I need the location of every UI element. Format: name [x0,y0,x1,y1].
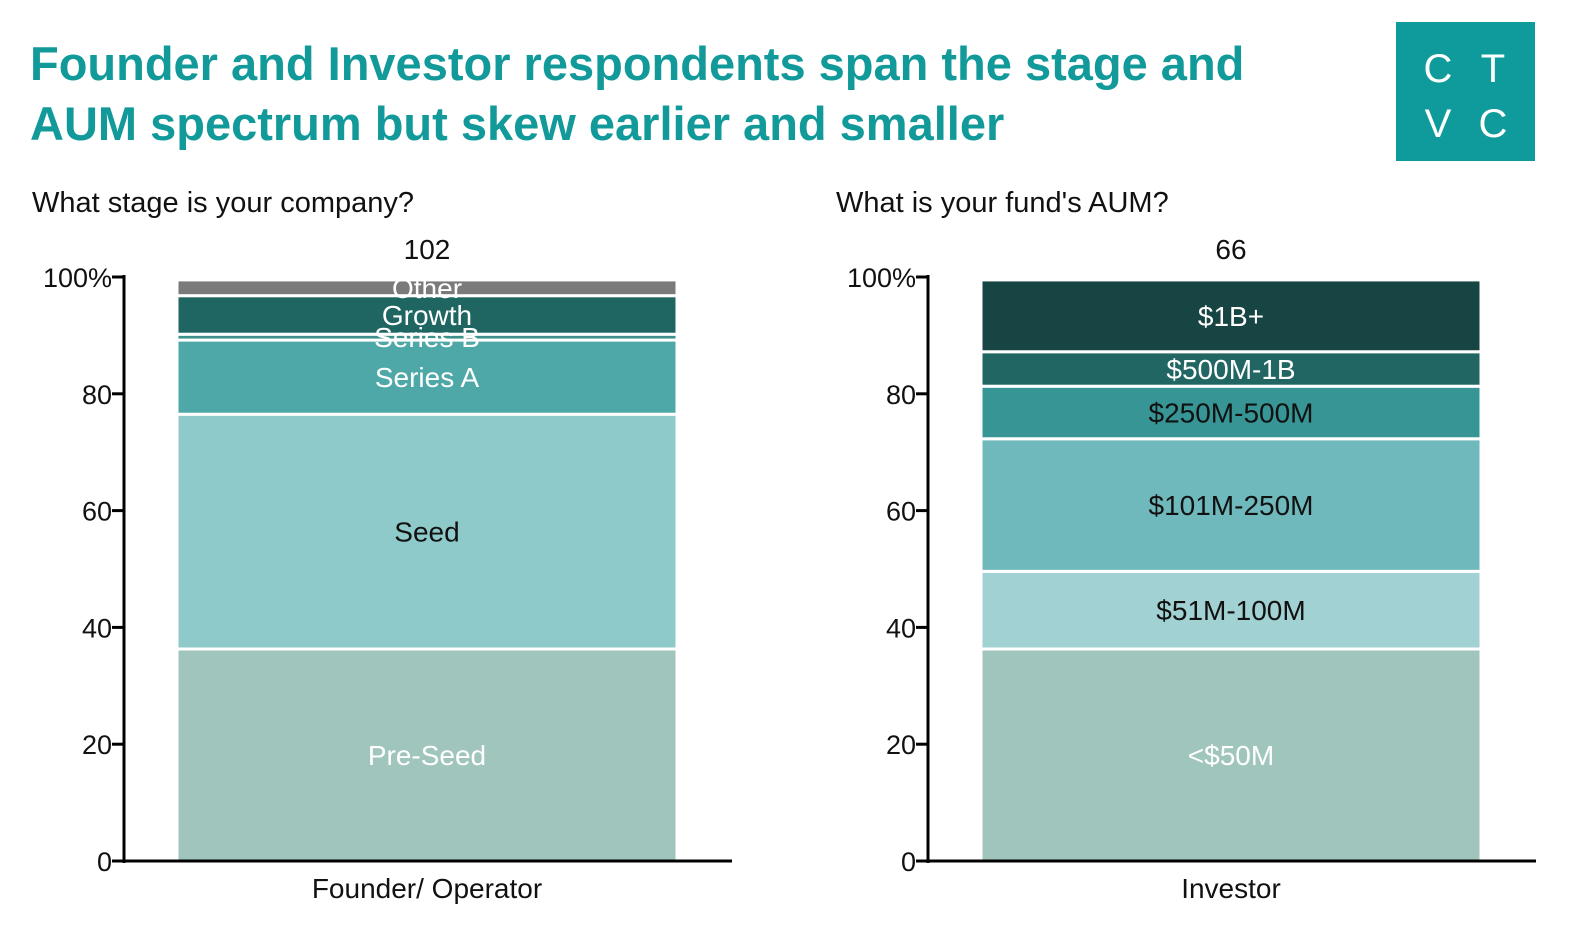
ctvc-logo: C T V C [1396,22,1535,161]
y-tick-label: 100% [847,263,916,293]
segment-label: <$50M [1188,740,1274,771]
page-title: Founder and Investor respondents span th… [30,37,1245,150]
segment-label: Growth [382,300,472,331]
segment-label: $1B+ [1198,301,1264,332]
y-tick-label: 0 [901,847,916,877]
y-tick-label: 40 [82,613,112,643]
question-label: What stage is your company? [32,187,414,219]
y-tick-label: 40 [886,613,916,643]
bar-segment [979,384,1483,441]
bar-segment [979,350,1483,388]
y-tick-label: 0 [97,847,112,877]
bar-segment [175,412,679,651]
bar-segment [979,569,1483,651]
y-tick-label: 20 [886,730,916,760]
x-category-label: Founder/ Operator [312,873,542,904]
logo-letter: C [1478,102,1508,146]
respondent-count-label: 66 [1215,234,1246,265]
bar-segment [175,294,679,336]
x-category-label: Investor [1181,873,1281,904]
y-tick-label: 20 [82,730,112,760]
bar-segment [979,278,1483,354]
segment-label: $51M-100M [1156,595,1305,626]
y-tick-label: 100% [43,263,112,293]
logo-letter: T [1480,47,1506,91]
y-tick-label: 60 [886,497,916,527]
bar-segment [979,437,1483,573]
y-tick-label: 60 [82,497,112,527]
bar-segment [979,647,1483,863]
segment-label: $250M-500M [1149,397,1314,428]
bar-segment [175,278,679,298]
segment-label: Series B [374,322,480,353]
bar-segment [175,647,679,863]
segment-label: Series A [375,362,480,393]
y-tick-label: 80 [886,380,916,410]
segment-label: $500M-1B [1166,354,1295,385]
respondent-count-label: 102 [404,234,451,265]
question-label: What is your fund's AUM? [836,187,1169,219]
segment-label: Other [392,273,462,304]
logo-letter: C [1423,47,1453,91]
y-tick-label: 80 [82,380,112,410]
logo-letter: V [1424,102,1452,146]
segment-label: $101M-250M [1149,490,1314,521]
segment-label: Pre-Seed [368,740,486,771]
segment-label: Seed [394,517,459,548]
